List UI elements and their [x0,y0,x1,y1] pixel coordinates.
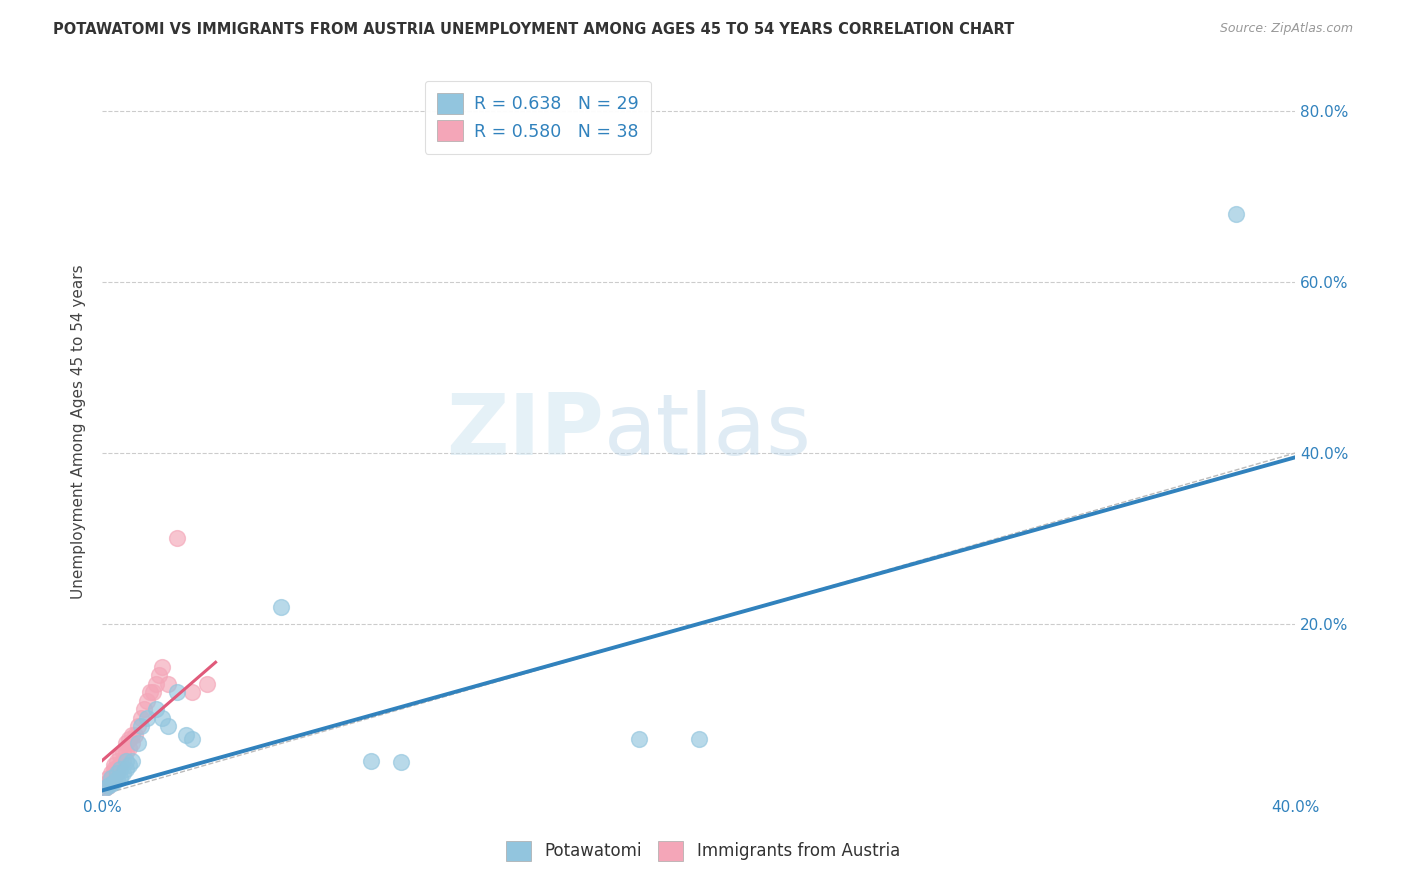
Potawatomi [100,777,122,791]
Legend: R = 0.638   N = 29, R = 0.580   N = 38: R = 0.638 N = 29, R = 0.580 N = 38 [425,81,651,153]
Potawatomi [127,736,149,750]
Potawatomi [1225,207,1247,221]
Immigrants from Austria [121,736,143,750]
Immigrants from Austria [105,762,128,776]
Immigrants from Austria [115,745,138,759]
Text: atlas: atlas [603,390,811,473]
Potawatomi [105,772,128,787]
Potawatomi [166,685,188,699]
Immigrants from Austria [136,694,159,708]
Immigrants from Austria [118,732,141,747]
Immigrants from Austria [150,659,173,673]
Potawatomi [174,728,197,742]
Potawatomi [108,771,131,785]
Potawatomi [105,766,128,780]
Immigrants from Austria [100,771,122,785]
Immigrants from Austria [121,728,143,742]
Legend: Potawatomi, Immigrants from Austria: Potawatomi, Immigrants from Austria [499,834,907,868]
Potawatomi [115,762,138,776]
Potawatomi [112,766,135,780]
Potawatomi [628,732,651,747]
Immigrants from Austria [156,676,179,690]
Immigrants from Austria [97,779,120,793]
Potawatomi [180,732,202,747]
Potawatomi [270,599,292,614]
Immigrants from Austria [132,702,155,716]
Potawatomi [100,771,122,785]
Potawatomi [688,732,710,747]
Immigrants from Austria [139,685,162,699]
Immigrants from Austria [103,771,125,785]
Potawatomi [156,719,179,733]
Immigrants from Austria [129,711,152,725]
Immigrants from Austria [124,728,146,742]
Immigrants from Austria [166,532,188,546]
Potawatomi [103,775,125,789]
Potawatomi [121,754,143,768]
Immigrants from Austria [97,771,120,785]
Text: POTAWATOMI VS IMMIGRANTS FROM AUSTRIA UNEMPLOYMENT AMONG AGES 45 TO 54 YEARS COR: POTAWATOMI VS IMMIGRANTS FROM AUSTRIA UN… [53,22,1015,37]
Immigrants from Austria [103,757,125,772]
Immigrants from Austria [108,749,131,764]
Potawatomi [115,754,138,768]
Immigrants from Austria [97,775,120,789]
Potawatomi [389,756,412,770]
Immigrants from Austria [145,676,167,690]
Text: ZIP: ZIP [446,390,603,473]
Potawatomi [94,780,117,795]
Immigrants from Austria [103,762,125,776]
Immigrants from Austria [148,668,170,682]
Immigrants from Austria [112,754,135,768]
Potawatomi [118,757,141,772]
Immigrants from Austria [105,766,128,780]
Potawatomi [136,711,159,725]
Immigrants from Austria [127,719,149,733]
Immigrants from Austria [100,775,122,789]
Y-axis label: Unemployment Among Ages 45 to 54 years: Unemployment Among Ages 45 to 54 years [72,264,86,599]
Potawatomi [108,762,131,776]
Immigrants from Austria [94,780,117,795]
Immigrants from Austria [115,736,138,750]
Immigrants from Austria [195,676,218,690]
Immigrants from Austria [118,740,141,755]
Immigrants from Austria [180,685,202,699]
Immigrants from Austria [100,766,122,780]
Immigrants from Austria [142,685,165,699]
Potawatomi [129,719,152,733]
Immigrants from Austria [94,777,117,791]
Immigrants from Austria [105,754,128,768]
Potawatomi [150,711,173,725]
Potawatomi [97,779,120,793]
Text: Source: ZipAtlas.com: Source: ZipAtlas.com [1219,22,1353,36]
Potawatomi [145,702,167,716]
Potawatomi [360,754,382,768]
Immigrants from Austria [108,757,131,772]
Immigrants from Austria [112,745,135,759]
